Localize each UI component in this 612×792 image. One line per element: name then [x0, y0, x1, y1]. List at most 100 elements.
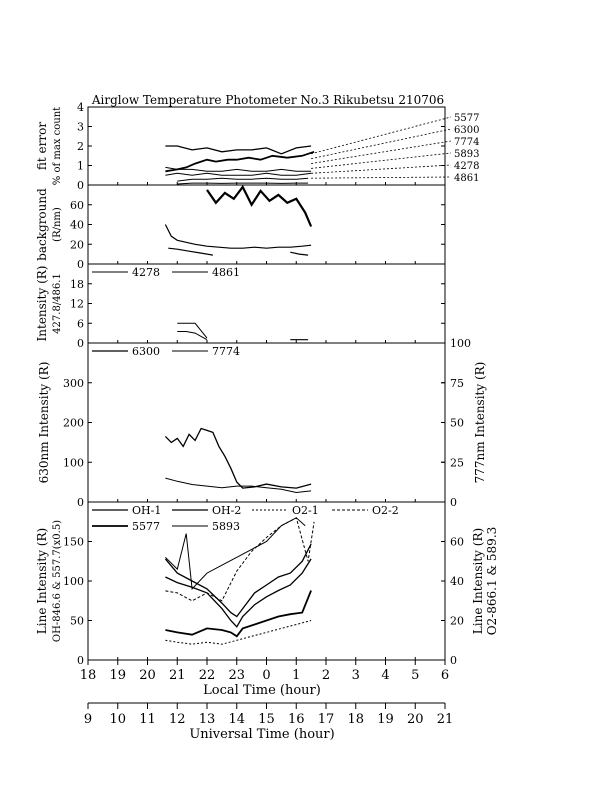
right-label-leader [311, 116, 452, 155]
y-right-tick-label: 40 [450, 575, 464, 588]
right-series-label: 5893 [454, 149, 479, 160]
chart-title: Airglow Temperature Photometer No.3 Riku… [91, 93, 444, 107]
y-tick-label: 300 [63, 377, 84, 390]
y-axis-label: 630nm Intensity (R) [37, 362, 51, 484]
ut-tick-label: 21 [437, 712, 454, 727]
y-tick-label: 0 [77, 654, 84, 667]
legend-label: 5893 [212, 520, 240, 533]
local-tick-label: 2 [322, 668, 330, 683]
local-tick-label: 22 [199, 668, 216, 683]
local-tick-label: 0 [262, 668, 270, 683]
y-right-axis-label: Line Intensity (R) [471, 528, 485, 634]
y-axis-label: % of max count [52, 107, 63, 185]
series-bg-1 [164, 224, 312, 249]
y-right-axis-label: O2-866.1 & 589.3 [485, 527, 499, 636]
panel-oi-red-green: 0 100 200 300 0 25 50 75 100 630nm Intensity (R) 7… [37, 337, 487, 509]
series-5893 [165, 172, 312, 176]
right-label-leader [311, 128, 452, 160]
y-tick-label: 150 [63, 536, 84, 549]
y-tick-label: 1 [77, 160, 84, 173]
series-7774 [165, 166, 312, 172]
ut-tick-label: 9 [84, 712, 92, 727]
y-axis-label: fit error [35, 122, 49, 170]
series-5577 [165, 590, 312, 638]
y-right-tick-label: 60 [450, 536, 464, 549]
ut-tick-label: 12 [169, 712, 186, 727]
series-4278 [177, 322, 208, 339]
y-axis-label: background [35, 188, 49, 261]
local-tick-label: 23 [228, 668, 245, 683]
y-tick-label: 3 [77, 121, 84, 134]
y-tick-label: 40 [70, 219, 84, 232]
y-tick-label: 0 [77, 337, 84, 350]
y-tick-label: 20 [70, 238, 84, 251]
y-axis-label: 427.8/486.1 [52, 273, 63, 334]
ut-time-label: Universal Time (hour) [189, 727, 334, 742]
y-tick-label: 18 [70, 278, 84, 291]
series-bg-2 [168, 247, 214, 256]
right-series-label: 4278 [454, 161, 479, 172]
y-right-tick-label: 20 [450, 615, 464, 628]
y-axis-label: (R/nm) [52, 207, 63, 242]
ut-tick-label: 13 [199, 712, 216, 727]
series-O2-2 [165, 517, 315, 602]
ut-tick-label: 18 [347, 712, 364, 727]
local-tick-label: 21 [169, 668, 186, 683]
y-right-tick-label: 100 [450, 337, 471, 350]
local-tick-label: 19 [109, 668, 126, 683]
legend-label: OH-2 [212, 504, 241, 517]
ut-tick-label: 14 [228, 712, 245, 727]
y-tick-label: 0 [77, 496, 84, 509]
local-tick-label: 4 [381, 668, 389, 683]
y-tick-label: 0 [77, 179, 84, 192]
series-6300 [164, 427, 312, 489]
right-series-label: 7774 [454, 137, 479, 148]
y-tick-label: 2 [77, 140, 84, 153]
y-right-tick-label: 0 [450, 654, 457, 667]
series-4861 [177, 182, 309, 185]
right-label-leader [311, 164, 452, 174]
local-tick-label: 3 [352, 668, 360, 683]
ut-tick-label: 19 [377, 712, 394, 727]
series-bg-4 [290, 251, 309, 256]
series-6300 [165, 145, 312, 155]
local-tick-label: 18 [80, 668, 97, 683]
legend-label: 4861 [212, 266, 240, 279]
legend-label: O2-2 [372, 504, 399, 517]
right-series-label: 5577 [454, 113, 479, 124]
right-label-leader [311, 176, 452, 179]
legend-label: 4278 [132, 266, 160, 279]
ut-tick-label: 17 [318, 712, 335, 727]
panel-frame [87, 342, 446, 503]
right-series-label: 4861 [454, 173, 479, 184]
y-axis-label: Intensity (R) [35, 266, 49, 342]
y-right-tick-label: 25 [450, 456, 464, 469]
local-tick-label: 20 [139, 668, 156, 683]
y-right-tick-label: 50 [450, 417, 464, 430]
local-tick-label: 5 [411, 668, 419, 683]
series-OH-2 [165, 558, 312, 628]
panel-blue-lines: 0 6 12 18 Intensity (R) 427.8/486.1 4278 4861 [35, 263, 446, 350]
ut-tick-label: 10 [109, 712, 126, 727]
right-label-leader [311, 140, 452, 164]
y-tick-label: 100 [63, 456, 84, 469]
right-label-leader [311, 152, 452, 169]
y-tick-label: 6 [77, 317, 84, 330]
legend-label: 7774 [212, 345, 240, 358]
y-right-axis-label: 777nm Intensity (R) [473, 362, 487, 484]
series-O2-1 [165, 620, 312, 645]
legend-label: 6300 [132, 345, 160, 358]
panel-fit-error: 0 1 2 3 4 fit error% of max count 557763007774… [35, 101, 479, 192]
legend-label: 5577 [132, 520, 160, 533]
legend-label: OH-1 [132, 504, 161, 517]
ut-tick-label: 20 [407, 712, 424, 727]
right-series-label: 6300 [454, 125, 479, 136]
series-5893 [165, 517, 306, 591]
series-7774 [165, 477, 312, 494]
y-tick-label: 0 [77, 258, 84, 271]
local-tick-label: 6 [441, 668, 449, 683]
ut-tick-label: 15 [258, 712, 275, 727]
